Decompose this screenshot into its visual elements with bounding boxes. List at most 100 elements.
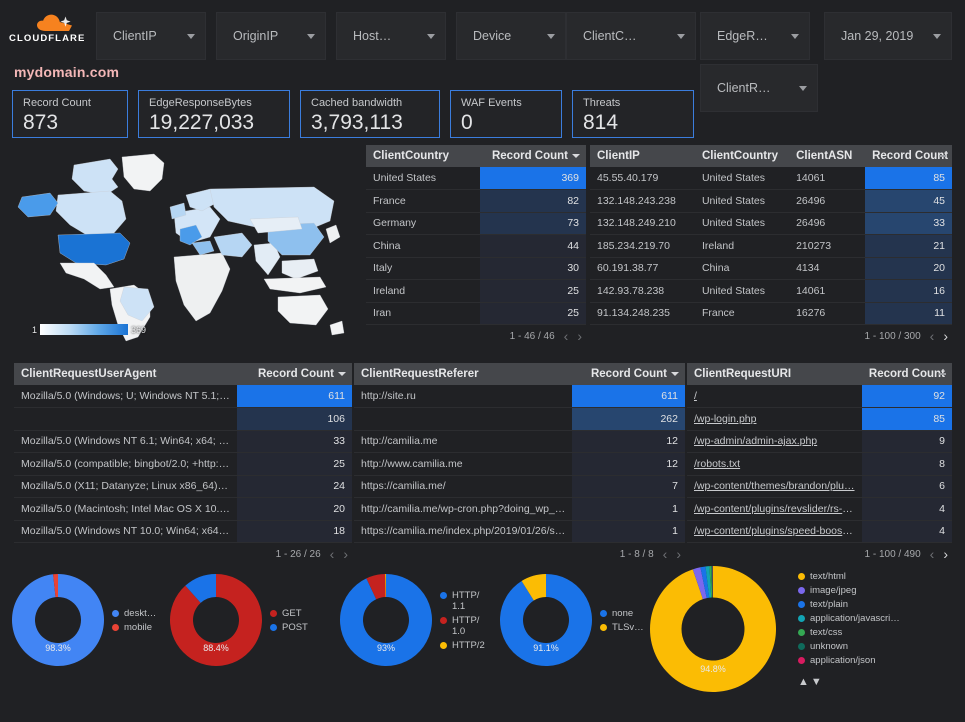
table-row[interactable]: Mozilla/5.0 (Windows NT 10.0; Win64; x64…: [14, 520, 352, 543]
table-row[interactable]: /robots.txt 8: [687, 452, 952, 476]
cell-uri[interactable]: /wp-admin/admin-ajax.php: [687, 430, 862, 453]
table-row[interactable]: https://camilia.me/7: [354, 475, 685, 498]
scorecard-cached-bandwidth[interactable]: Cached bandwidth 3,793,113: [300, 90, 440, 138]
pager-prev-icon[interactable]: ‹: [662, 546, 668, 562]
cell-uri[interactable]: /wp-content/themes/brandon/plu…: [687, 475, 862, 498]
column-header-country[interactable]: ClientCountry: [694, 145, 790, 167]
table-row[interactable]: Mozilla/5.0 (Windows NT 6.1; Win64; x64;…: [14, 430, 352, 453]
pie-slice[interactable]: [53, 574, 58, 598]
tls-version-donut[interactable]: 91.1% none TLSv…: [500, 574, 644, 666]
table-row[interactable]: 91.134.248.235 France 16276 11: [590, 302, 952, 325]
legend-item[interactable]: HTTP/ 1.0: [440, 615, 485, 637]
pager-prev-icon[interactable]: ‹: [563, 328, 569, 344]
legend-item[interactable]: text/plain: [798, 599, 900, 610]
table-row[interactable]: http://camilia.me/wp-cron.php?doing_wp_c…: [354, 497, 685, 521]
table-row[interactable]: Iran 25: [366, 302, 586, 325]
table-row[interactable]: /92: [687, 385, 952, 408]
pager-next-icon[interactable]: ›: [343, 546, 348, 562]
column-header-count[interactable]: Record Count: [237, 363, 352, 385]
legend-item[interactable]: HTTP/ 1.1: [440, 590, 485, 612]
legend-scroll-icon[interactable]: ▲▼: [798, 675, 824, 688]
legend-item[interactable]: TLSv…: [600, 622, 644, 633]
table-row[interactable]: 142.93.78.238 United States 14061 16: [590, 279, 952, 303]
legend-item[interactable]: application/javascri…: [798, 613, 900, 624]
scorecard-record-count[interactable]: Record Count 873: [12, 90, 128, 138]
legend-item[interactable]: text/css: [798, 627, 900, 638]
column-header-count[interactable]: Record Count: [865, 145, 952, 167]
table-row[interactable]: Ireland 25: [366, 279, 586, 303]
legend-item[interactable]: application/json: [798, 655, 900, 666]
legend-item[interactable]: mobile: [112, 622, 156, 633]
filter-date[interactable]: Jan 29, 2019: [824, 12, 952, 60]
pager-next-icon[interactable]: ›: [676, 546, 681, 562]
pie-slice[interactable]: [340, 574, 432, 666]
table-row[interactable]: http://www.camilia.me 12: [354, 452, 685, 476]
table-row[interactable]: /wp-admin/admin-ajax.php 9: [687, 430, 952, 453]
table-row[interactable]: 185.234.219.70 Ireland 210273 21: [590, 234, 952, 258]
cell-uri[interactable]: /wp-content/plugins/revslider/rs-p…: [687, 497, 862, 521]
table-row[interactable]: /wp-login.php 85: [687, 407, 952, 431]
legend-item[interactable]: unknown: [798, 641, 900, 652]
column-header-country[interactable]: ClientCountry: [366, 145, 481, 167]
table-row[interactable]: China 44: [366, 234, 586, 258]
table-row[interactable]: Germany 73: [366, 212, 586, 235]
table-row[interactable]: /wp-content/plugins/speed-booste… 4: [687, 520, 952, 543]
filter-edgeresponse[interactable]: EdgeR…: [700, 12, 810, 60]
table-row[interactable]: Mozilla/5.0 (Macintosh; Intel Mac OS X 1…: [14, 497, 352, 521]
column-header-count[interactable]: Record Count: [572, 363, 685, 385]
pie-slice[interactable]: [700, 566, 710, 599]
column-header-ua[interactable]: ClientRequestUserAgent: [14, 363, 238, 385]
pie-slice[interactable]: [170, 574, 262, 666]
legend-item[interactable]: image/jpeg: [798, 585, 900, 596]
table-row[interactable]: 262: [354, 407, 685, 431]
pager-prev-icon[interactable]: ‹: [329, 546, 335, 562]
cell-uri[interactable]: /robots.txt: [687, 452, 862, 476]
legend-item[interactable]: deskt…: [112, 608, 156, 619]
http-protocol-donut[interactable]: 93% HTTP/ 1.1 HTTP/ 1.0 HTTP/2: [340, 574, 485, 666]
column-header-count[interactable]: Record Count: [480, 145, 586, 167]
table-row[interactable]: /wp-content/plugins/revslider/rs-p… 4: [687, 497, 952, 521]
table-row[interactable]: United States 369: [366, 167, 586, 190]
cell-uri[interactable]: /: [687, 385, 862, 408]
table-row[interactable]: Mozilla/5.0 (X11; Datanyze; Linux x86_64…: [14, 475, 352, 498]
pie-slice[interactable]: [185, 574, 216, 603]
pie-slice[interactable]: [709, 566, 713, 598]
table-row[interactable]: 60.191.38.77 China 4134 20: [590, 257, 952, 280]
pie-slice[interactable]: [705, 566, 712, 598]
pie-slice[interactable]: [521, 574, 546, 601]
pager-prev-icon[interactable]: ‹: [929, 328, 935, 344]
filter-clientcountry[interactable]: ClientC…: [566, 12, 696, 60]
column-header-ip[interactable]: ClientIP: [590, 145, 695, 167]
pager-next-icon[interactable]: ›: [943, 328, 948, 344]
cell-uri[interactable]: /wp-content/plugins/speed-booste…: [687, 520, 862, 543]
table-row[interactable]: Mozilla/5.0 (Windows; U; Windows NT 5.1;…: [14, 385, 352, 408]
pie-slice[interactable]: [500, 574, 592, 666]
table-row[interactable]: 106: [14, 407, 352, 431]
legend-item[interactable]: GET: [270, 608, 308, 619]
cell-uri[interactable]: /wp-login.php: [687, 407, 862, 431]
table-row[interactable]: Mozilla/5.0 (compatible; bingbot/2.0; +h…: [14, 452, 352, 476]
table-row[interactable]: http://site.ru 611: [354, 385, 685, 408]
table-row[interactable]: /wp-content/themes/brandon/plu… 6: [687, 475, 952, 498]
table-row[interactable]: https://camilia.me/index.php/2019/01/26/…: [354, 520, 685, 543]
legend-item[interactable]: POST: [270, 622, 308, 633]
table-row[interactable]: http://camilia.me 12: [354, 430, 685, 453]
table-row[interactable]: 132.148.243.238 United States 26496 45: [590, 189, 952, 213]
column-header-uri[interactable]: ClientRequestURI: [687, 363, 862, 385]
pager-prev-icon[interactable]: ‹: [929, 546, 935, 562]
pie-slice[interactable]: [366, 574, 386, 600]
scorecard-threats[interactable]: Threats 814: [572, 90, 694, 138]
filter-clientip[interactable]: ClientIP: [96, 12, 206, 60]
table-row[interactable]: 132.148.249.210 United States 26496 33: [590, 212, 952, 235]
device-type-donut[interactable]: 98.3% deskt… mobile: [11, 574, 156, 666]
filter-clientrequest[interactable]: ClientR…: [700, 64, 818, 112]
column-header-count[interactable]: Record Count: [861, 363, 952, 385]
column-header-referer[interactable]: ClientRequestReferer: [354, 363, 573, 385]
pie-slice[interactable]: [385, 574, 386, 598]
legend-item[interactable]: HTTP/2: [440, 640, 485, 651]
filter-host[interactable]: Host…: [336, 12, 446, 60]
pie-slice[interactable]: [650, 566, 776, 692]
world-map-chart[interactable]: 1 369: [14, 145, 352, 343]
scorecard-edge-response-bytes[interactable]: EdgeResponseBytes 19,227,033: [138, 90, 290, 138]
request-method-donut[interactable]: 88.4% GET POST: [170, 574, 308, 666]
